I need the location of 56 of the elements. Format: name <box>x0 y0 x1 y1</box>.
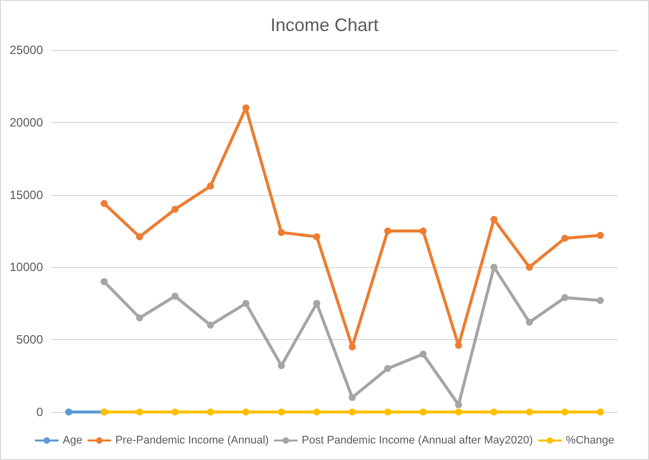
point <box>490 408 498 416</box>
point <box>420 228 427 234</box>
point <box>100 278 108 286</box>
point <box>490 264 498 271</box>
y-tick-label: 10000 <box>10 260 44 274</box>
point <box>384 408 392 416</box>
point <box>278 228 285 236</box>
point <box>420 350 427 358</box>
point <box>596 408 604 416</box>
point <box>561 408 568 416</box>
point <box>561 294 568 302</box>
point <box>348 343 356 350</box>
point <box>136 314 144 322</box>
point <box>526 408 533 416</box>
point <box>455 401 462 408</box>
y-tick-label: 20000 <box>10 115 44 130</box>
legend-label: Pre-Pandemic Income (Annual) <box>115 434 269 446</box>
point <box>206 182 214 190</box>
point <box>313 300 320 307</box>
point <box>172 408 179 416</box>
y-tick-label: 25000 <box>10 43 44 57</box>
point <box>172 206 179 213</box>
point <box>455 408 462 416</box>
point <box>206 408 214 416</box>
point <box>490 216 498 223</box>
y-tick-label: 5000 <box>16 332 44 347</box>
point <box>136 233 144 240</box>
point <box>206 322 214 329</box>
point <box>313 408 320 416</box>
chart-title: Income Chart <box>270 15 379 35</box>
point <box>242 300 250 307</box>
point <box>384 228 392 234</box>
point <box>348 394 356 402</box>
point <box>65 408 72 416</box>
point <box>100 200 108 207</box>
point <box>278 408 285 416</box>
point <box>526 318 533 326</box>
point <box>348 408 356 416</box>
point <box>420 408 427 416</box>
point <box>384 365 392 372</box>
point <box>561 234 568 242</box>
point <box>526 264 533 271</box>
point <box>136 408 144 416</box>
point <box>242 408 250 416</box>
y-tick-label: 0 <box>36 405 44 419</box>
legend-label: Age <box>62 434 82 446</box>
point <box>278 362 285 370</box>
point <box>455 342 462 349</box>
point <box>596 297 604 304</box>
y-tick-label: 15000 <box>10 188 44 202</box>
legend-label: Post Pandemic Income (Annual after May2020) <box>302 434 533 446</box>
legend-label: %Change <box>566 434 614 446</box>
point <box>596 232 604 239</box>
point <box>242 104 250 112</box>
point <box>172 292 179 300</box>
point <box>313 233 320 240</box>
